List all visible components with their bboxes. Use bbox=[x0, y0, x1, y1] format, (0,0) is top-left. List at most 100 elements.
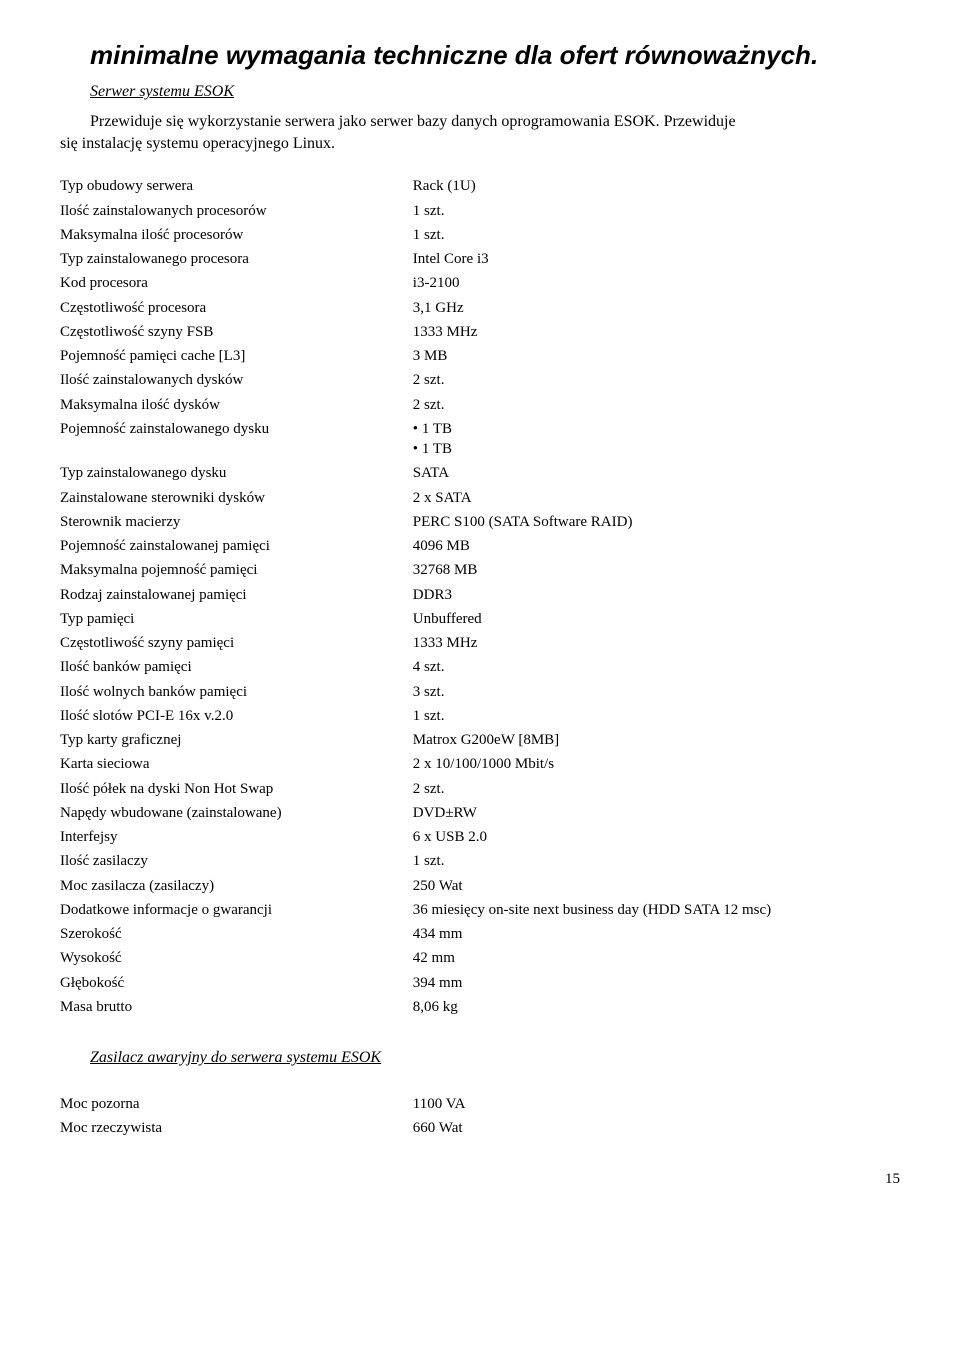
spec-value: PERC S100 (SATA Software RAID) bbox=[413, 510, 900, 534]
spec-row: Interfejsy6 x USB 2.0 bbox=[60, 825, 900, 849]
intro-paragraph-2: się instalację systemu operacyjnego Linu… bbox=[60, 133, 900, 155]
spec-label: Pojemność pamięci cache [L3] bbox=[60, 344, 413, 368]
spec-row: Pojemność zainstalowanego dysku1 TB1 TB bbox=[60, 417, 900, 462]
spec-label: Maksymalna pojemność pamięci bbox=[60, 558, 413, 582]
spec-value: 3 MB bbox=[413, 344, 900, 368]
spec-row: Moc pozorna1100 VA bbox=[60, 1092, 900, 1116]
spec-label: Rodzaj zainstalowanej pamięci bbox=[60, 583, 413, 607]
spec-value: SATA bbox=[413, 461, 900, 485]
spec-row: Ilość półek na dyski Non Hot Swap2 szt. bbox=[60, 777, 900, 801]
spec-label: Ilość zainstalowanych dysków bbox=[60, 368, 413, 392]
spec-label: Zainstalowane sterowniki dysków bbox=[60, 486, 413, 510]
spec-value: Matrox G200eW [8MB] bbox=[413, 728, 900, 752]
spec-value: 3,1 GHz bbox=[413, 296, 900, 320]
spec-value-bullet: 1 TB bbox=[413, 419, 900, 439]
spec-row: Masa brutto8,06 kg bbox=[60, 995, 900, 1019]
spec-value: 250 Wat bbox=[413, 874, 900, 898]
spec-row: Napędy wbudowane (zainstalowane)DVD±RW bbox=[60, 801, 900, 825]
spec-row: Częstotliwość szyny FSB1333 MHz bbox=[60, 320, 900, 344]
spec-label: Wysokość bbox=[60, 946, 413, 970]
spec-value: 1 szt. bbox=[413, 223, 900, 247]
spec-row: Pojemność pamięci cache [L3]3 MB bbox=[60, 344, 900, 368]
spec-row: Wysokość42 mm bbox=[60, 946, 900, 970]
spec-value: 4096 MB bbox=[413, 534, 900, 558]
spec-value: 42 mm bbox=[413, 946, 900, 970]
spec-value: 2 x SATA bbox=[413, 486, 900, 510]
spec-label: Częstotliwość szyny pamięci bbox=[60, 631, 413, 655]
spec-value: 1 szt. bbox=[413, 849, 900, 873]
spec-row: Głębokość394 mm bbox=[60, 971, 900, 995]
spec-label: Typ zainstalowanego dysku bbox=[60, 461, 413, 485]
intro-paragraph: Przewiduje się wykorzystanie serwera jak… bbox=[60, 111, 900, 133]
spec-value: i3-2100 bbox=[413, 271, 900, 295]
spec-label: Moc rzeczywista bbox=[60, 1116, 413, 1140]
spec-row: Ilość banków pamięci4 szt. bbox=[60, 655, 900, 679]
spec-row: Kod procesorai3-2100 bbox=[60, 271, 900, 295]
spec-row: Szerokość434 mm bbox=[60, 922, 900, 946]
spec-label: Szerokość bbox=[60, 922, 413, 946]
spec-label: Karta sieciowa bbox=[60, 752, 413, 776]
spec-label: Głębokość bbox=[60, 971, 413, 995]
spec-label: Ilość slotów PCI-E 16x v.2.0 bbox=[60, 704, 413, 728]
spec-label: Typ karty graficznej bbox=[60, 728, 413, 752]
spec-value: DVD±RW bbox=[413, 801, 900, 825]
spec-value: Rack (1U) bbox=[413, 174, 900, 198]
spec-label: Dodatkowe informacje o gwarancji bbox=[60, 898, 413, 922]
spec-label: Częstotliwość procesora bbox=[60, 296, 413, 320]
spec-row: Pojemność zainstalowanej pamięci4096 MB bbox=[60, 534, 900, 558]
spec-value: Intel Core i3 bbox=[413, 247, 900, 271]
page-title: minimalne wymagania techniczne dla ofert… bbox=[60, 40, 900, 71]
spec-label: Ilość wolnych banków pamięci bbox=[60, 680, 413, 704]
spec-label: Pojemność zainstalowanego dysku bbox=[60, 417, 413, 462]
spec-row: Ilość zasilaczy1 szt. bbox=[60, 849, 900, 873]
spec-value: 1 szt. bbox=[413, 704, 900, 728]
spec-label: Ilość półek na dyski Non Hot Swap bbox=[60, 777, 413, 801]
spec-row: Ilość zainstalowanych dysków2 szt. bbox=[60, 368, 900, 392]
spec-row: Częstotliwość procesora3,1 GHz bbox=[60, 296, 900, 320]
spec-value: 36 miesięcy on-site next business day (H… bbox=[413, 898, 900, 922]
spec-value: 4 szt. bbox=[413, 655, 900, 679]
spec-row: Dodatkowe informacje o gwarancji36 miesi… bbox=[60, 898, 900, 922]
spec-row: Ilość wolnych banków pamięci3 szt. bbox=[60, 680, 900, 704]
spec-value: 3 szt. bbox=[413, 680, 900, 704]
intro-line2: się instalację systemu operacyjnego Linu… bbox=[60, 135, 335, 152]
spec-row: Częstotliwość szyny pamięci1333 MHz bbox=[60, 631, 900, 655]
spec-value: 6 x USB 2.0 bbox=[413, 825, 900, 849]
spec-value: 2 szt. bbox=[413, 368, 900, 392]
spec-row: Typ pamięciUnbuffered bbox=[60, 607, 900, 631]
spec-label: Ilość zainstalowanych procesorów bbox=[60, 199, 413, 223]
spec-label: Maksymalna ilość procesorów bbox=[60, 223, 413, 247]
spec-row: Typ obudowy serweraRack (1U) bbox=[60, 174, 900, 198]
spec-label: Typ obudowy serwera bbox=[60, 174, 413, 198]
spec-row: Rodzaj zainstalowanej pamięciDDR3 bbox=[60, 583, 900, 607]
spec-row: Zainstalowane sterowniki dysków2 x SATA bbox=[60, 486, 900, 510]
spec-value: 8,06 kg bbox=[413, 995, 900, 1019]
spec-value: 2 szt. bbox=[413, 777, 900, 801]
spec-label: Interfejsy bbox=[60, 825, 413, 849]
spec-label: Maksymalna ilość dysków bbox=[60, 393, 413, 417]
spec-label: Ilość zasilaczy bbox=[60, 849, 413, 873]
spec-row: Typ zainstalowanego dyskuSATA bbox=[60, 461, 900, 485]
spec-row: Typ karty graficznejMatrox G200eW [8MB] bbox=[60, 728, 900, 752]
spec-label: Pojemność zainstalowanej pamięci bbox=[60, 534, 413, 558]
spec-value: 2 szt. bbox=[413, 393, 900, 417]
spec-label: Moc pozorna bbox=[60, 1092, 413, 1116]
ups-spec-table: Moc pozorna1100 VAMoc rzeczywista660 Wat bbox=[60, 1092, 900, 1141]
spec-label: Napędy wbudowane (zainstalowane) bbox=[60, 801, 413, 825]
section-heading-server: Serwer systemu ESOK bbox=[90, 83, 900, 101]
spec-label: Ilość banków pamięci bbox=[60, 655, 413, 679]
spec-row: Maksymalna ilość dysków2 szt. bbox=[60, 393, 900, 417]
spec-value: 1100 VA bbox=[413, 1092, 900, 1116]
spec-row: Ilość slotów PCI-E 16x v.2.01 szt. bbox=[60, 704, 900, 728]
spec-row: Moc rzeczywista660 Wat bbox=[60, 1116, 900, 1140]
server-spec-table: Typ obudowy serweraRack (1U)Ilość zainst… bbox=[60, 174, 900, 1019]
spec-value: 1333 MHz bbox=[413, 320, 900, 344]
section-heading-ups: Zasilacz awaryjny do serwera systemu ESO… bbox=[90, 1049, 900, 1067]
spec-label: Sterownik macierzy bbox=[60, 510, 413, 534]
spec-label: Kod procesora bbox=[60, 271, 413, 295]
spec-value: 1 szt. bbox=[413, 199, 900, 223]
spec-row: Sterownik macierzyPERC S100 (SATA Softwa… bbox=[60, 510, 900, 534]
spec-row: Typ zainstalowanego procesoraIntel Core … bbox=[60, 247, 900, 271]
spec-label: Moc zasilacza (zasilaczy) bbox=[60, 874, 413, 898]
spec-value: 434 mm bbox=[413, 922, 900, 946]
